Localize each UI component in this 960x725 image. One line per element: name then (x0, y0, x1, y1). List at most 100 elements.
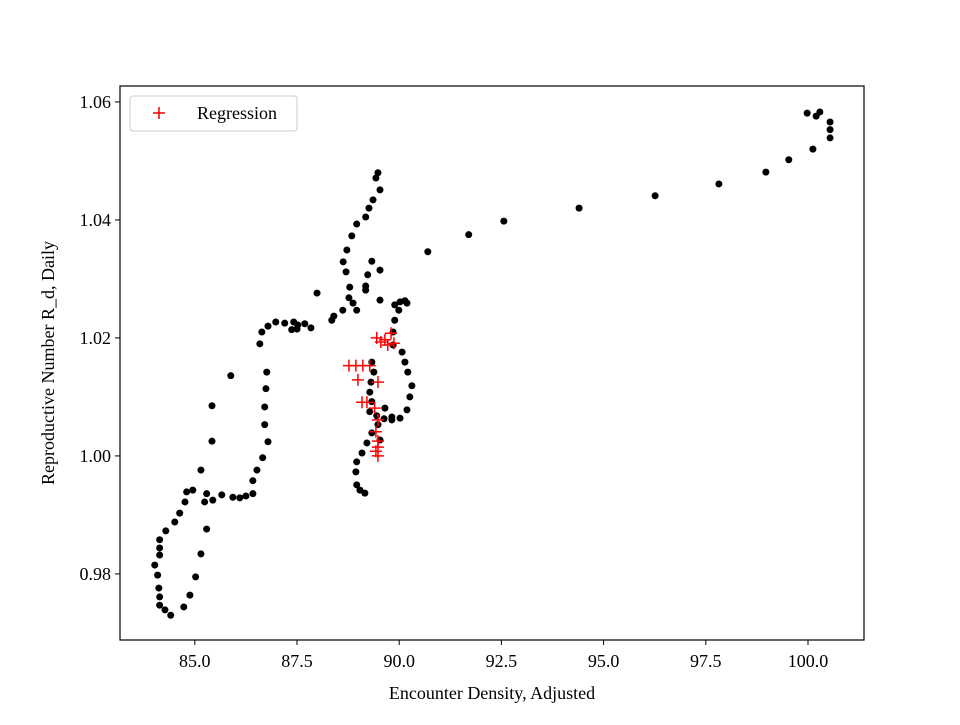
data-point (367, 378, 375, 386)
data-point (372, 174, 380, 182)
data-point (403, 299, 411, 307)
data-point (376, 296, 384, 304)
data-point (181, 498, 189, 506)
data-point (575, 204, 583, 212)
data-point (424, 248, 432, 256)
data-point (391, 301, 399, 309)
data-point (171, 518, 179, 526)
data-point (264, 322, 272, 330)
data-point (369, 445, 382, 458)
x-tick-label: 100.0 (788, 651, 829, 671)
data-point (371, 413, 384, 426)
data-point (826, 134, 834, 142)
data-point (361, 489, 369, 497)
data-point (253, 466, 261, 474)
data-point (229, 493, 237, 501)
data-point (826, 118, 834, 126)
data-point (396, 414, 404, 422)
x-axis-label: Encounter Density, Adjusted (389, 683, 595, 703)
data-point (363, 439, 371, 447)
data-point (364, 271, 372, 279)
legend-marker (153, 107, 165, 119)
data-point (343, 246, 351, 254)
data-point (261, 403, 269, 411)
data-point (156, 601, 164, 609)
data-point (826, 126, 834, 134)
data-point (385, 327, 398, 340)
data-point (365, 204, 373, 212)
legend-box (129, 95, 298, 132)
data-point (406, 393, 414, 401)
data-point (151, 561, 159, 569)
data-point (381, 404, 389, 412)
y-tick-label: 1.04 (80, 210, 112, 230)
data-point (715, 180, 723, 188)
data-point (376, 186, 384, 194)
data-point (809, 145, 817, 153)
data-point (167, 611, 175, 619)
y-tick-label: 1.02 (80, 328, 112, 348)
data-point (369, 196, 377, 204)
data-point (328, 316, 336, 324)
x-tick-label: 87.5 (281, 651, 313, 671)
data-point (380, 415, 388, 423)
data-point (816, 108, 824, 116)
data-point (395, 306, 403, 314)
data-point (156, 593, 164, 601)
data-point (156, 551, 164, 559)
data-point (353, 220, 361, 228)
data-point (345, 294, 353, 302)
data-point (376, 266, 384, 274)
data-point (398, 348, 406, 356)
data-point (358, 449, 366, 457)
data-point (378, 333, 391, 346)
data-point (161, 606, 169, 614)
data-point (404, 368, 412, 376)
data-point (387, 337, 400, 350)
data-point (249, 490, 257, 498)
data-point (785, 156, 793, 164)
legend-label: Regression (197, 103, 277, 123)
x-tick-label: 85.0 (179, 651, 211, 671)
data-point (272, 318, 280, 326)
y-axis-label: Reproductive Number R_d, Daily (38, 241, 58, 485)
data-point (371, 376, 384, 389)
data-point (339, 258, 347, 266)
x-tick-label: 95.0 (588, 651, 620, 671)
data-point (208, 402, 216, 410)
data-point (154, 571, 162, 579)
data-point (363, 359, 376, 372)
data-point (218, 491, 226, 499)
data-point (261, 421, 269, 429)
data-point (408, 382, 416, 390)
data-point (307, 324, 315, 332)
data-point (381, 339, 394, 352)
data-point (370, 368, 378, 376)
data-point (368, 402, 381, 415)
data-point (209, 496, 217, 504)
data-point (368, 429, 376, 437)
data-point (369, 425, 382, 438)
x-tick-label: 97.5 (690, 651, 722, 671)
data-point (366, 388, 374, 396)
data-point (156, 544, 164, 552)
data-point (348, 232, 356, 240)
data-point (403, 406, 411, 414)
data-point (176, 509, 184, 517)
data-point (366, 408, 374, 416)
data-point (353, 306, 361, 314)
data-point (259, 454, 267, 462)
data-point (281, 319, 289, 327)
data-point (401, 358, 409, 366)
data-point (262, 385, 270, 393)
data-point (346, 283, 354, 291)
y-tick-label: 1.06 (80, 92, 112, 112)
data-point (388, 413, 396, 421)
data-point (349, 299, 357, 307)
data-point (342, 268, 350, 276)
data-point (258, 328, 266, 336)
data-point (155, 584, 163, 592)
data-point (352, 468, 360, 476)
data-point (313, 289, 321, 297)
